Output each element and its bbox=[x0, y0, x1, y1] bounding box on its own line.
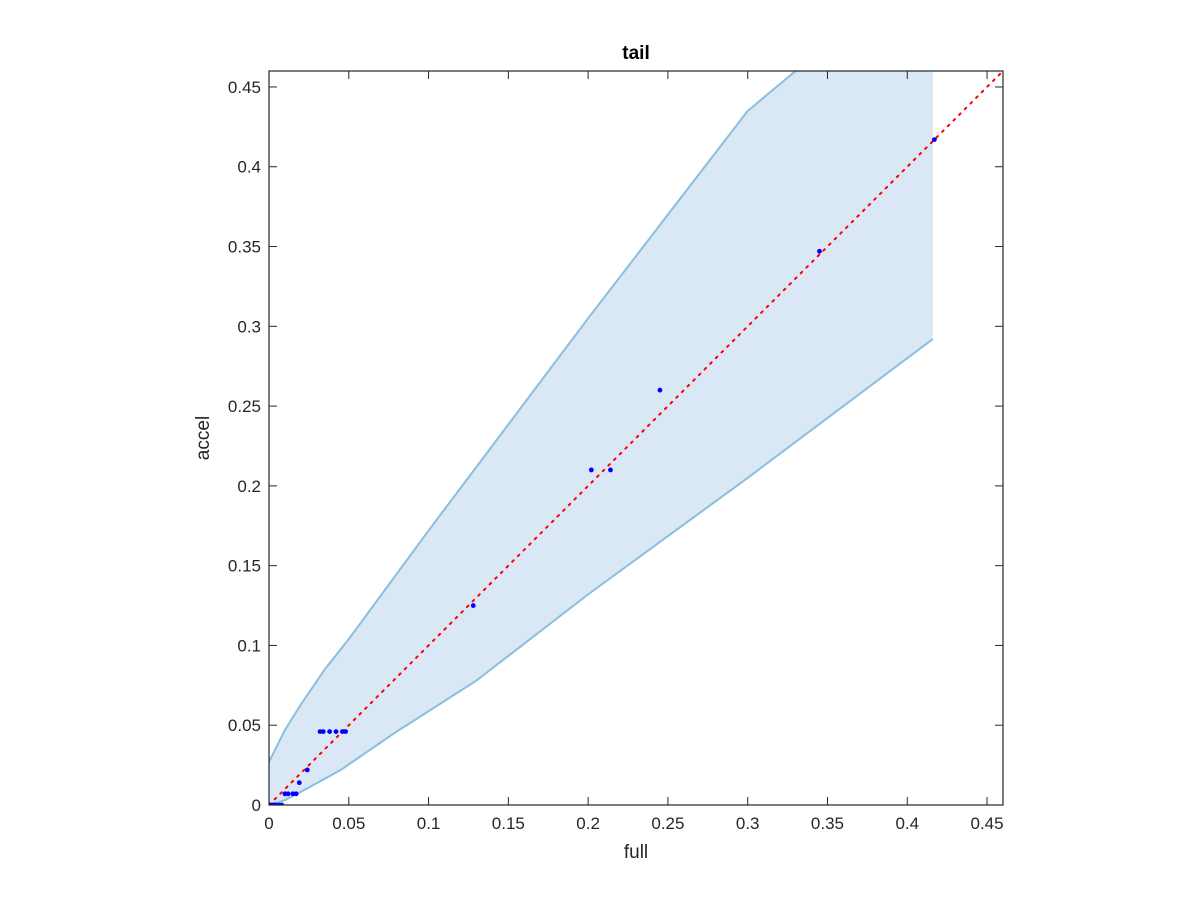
y-tick-label: 0.3 bbox=[237, 317, 261, 336]
confidence-band-fill bbox=[269, 71, 933, 805]
data-point bbox=[304, 767, 310, 773]
y-tick-label: 0 bbox=[252, 796, 261, 815]
y-tick-label: 0.1 bbox=[237, 636, 261, 655]
y-axis-label: accel bbox=[193, 416, 214, 460]
clipped-content bbox=[269, 71, 1003, 805]
y-tick-label: 0.4 bbox=[237, 158, 261, 177]
x-tick-label: 0.25 bbox=[651, 814, 684, 833]
x-tick-label: 0.15 bbox=[492, 814, 525, 833]
data-point bbox=[296, 780, 302, 786]
x-tick-label: 0.3 bbox=[736, 814, 760, 833]
data-point bbox=[320, 729, 326, 734]
data-point bbox=[285, 791, 291, 797]
x-tick-label: 0.05 bbox=[332, 814, 365, 833]
x-tick-label: 0 bbox=[264, 814, 273, 833]
data-point bbox=[327, 729, 333, 734]
data-point bbox=[931, 137, 937, 143]
data-point bbox=[657, 387, 663, 393]
x-tick-label: 0.4 bbox=[895, 814, 919, 833]
data-point bbox=[293, 791, 299, 797]
y-tick-label: 0.05 bbox=[228, 716, 261, 735]
axes: 0 0.05 0.1 0.15 0.2 0.25 0.3 0.35 0.4 0.45 0 0.05 0.… bbox=[228, 70, 1004, 833]
axes-box bbox=[268, 70, 1004, 806]
data-point bbox=[343, 729, 348, 734]
y-tick-label: 0.35 bbox=[228, 238, 261, 257]
band-upper-edge bbox=[269, 71, 797, 763]
y-tick-label: 0.2 bbox=[237, 477, 261, 496]
data-point bbox=[588, 467, 594, 473]
plot-area bbox=[269, 71, 1003, 805]
x-tick-label: 0.1 bbox=[417, 814, 441, 833]
x-tick-label: 0.2 bbox=[576, 814, 600, 833]
data-point bbox=[470, 603, 476, 608]
x-axis-label: full bbox=[624, 842, 648, 863]
x-tick-label: 0.35 bbox=[811, 814, 844, 833]
y-tick-label: 0.15 bbox=[228, 557, 261, 576]
data-point bbox=[817, 248, 822, 254]
data-point bbox=[608, 467, 613, 473]
y-tick-label: 0.45 bbox=[228, 78, 261, 97]
x-tick-label: 0.45 bbox=[970, 814, 1003, 833]
chart-title: tail bbox=[622, 43, 649, 64]
reference-line bbox=[269, 71, 1003, 805]
y-tick-label: 0.25 bbox=[228, 397, 261, 416]
data-point bbox=[333, 729, 339, 734]
